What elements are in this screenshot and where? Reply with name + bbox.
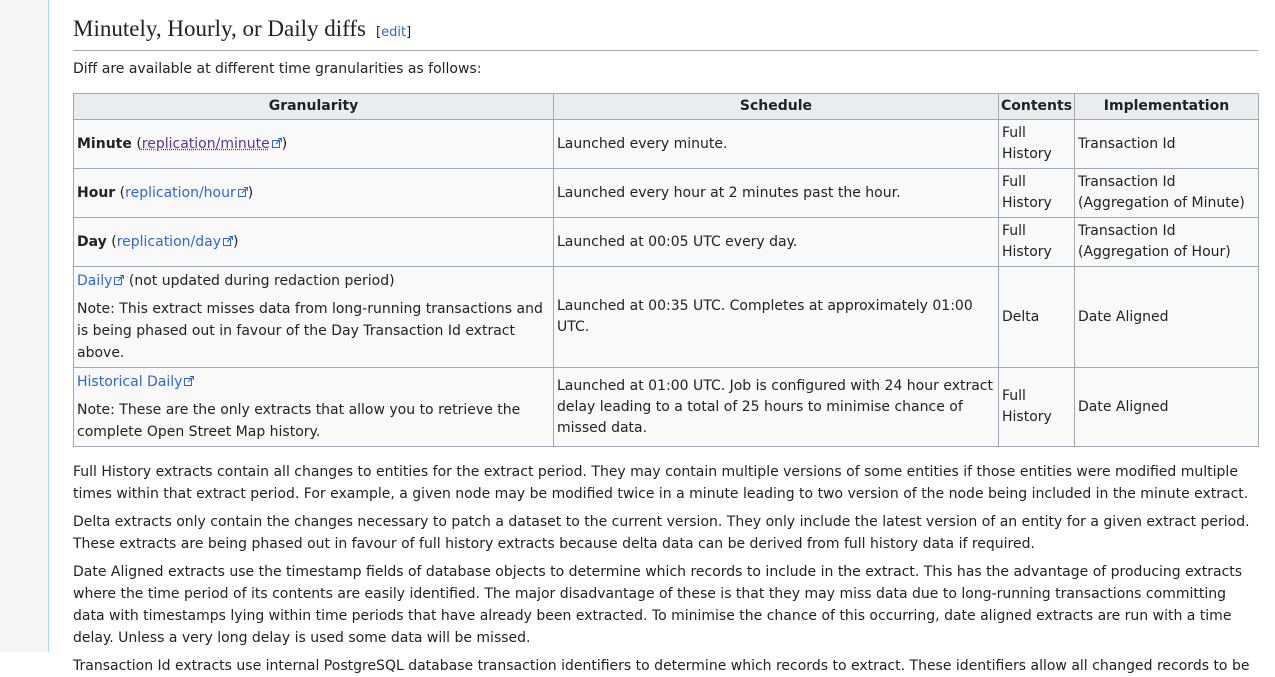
granularity-cell: Day (replication/day)	[73, 217, 554, 267]
column-header: Granularity	[73, 93, 554, 120]
contents-cell: Full History	[998, 367, 1075, 447]
granularity-cell: Daily (not updated during redaction peri…	[73, 266, 554, 368]
external-icon	[271, 138, 282, 148]
table-row: Hour (replication/hour) Launched every ho…	[73, 168, 1259, 218]
sidebar	[0, 0, 49, 652]
replication-link[interactable]: replication/minute	[141, 136, 270, 152]
contents-cell: Full History	[998, 217, 1075, 267]
granularity-line: Historical Daily	[77, 371, 550, 393]
implementation-cell: Transaction Id (Aggregation of Minute)	[1074, 168, 1259, 218]
implementation-cell: Transaction Id (Aggregation of Hour)	[1074, 217, 1259, 267]
granularity-line: Daily (not updated during redaction peri…	[77, 270, 550, 292]
granularity-cell: Minute (replication/minute)	[73, 119, 554, 169]
paren: )	[232, 234, 239, 250]
column-header: Contents	[998, 93, 1075, 120]
paren: )	[247, 185, 254, 201]
paragraphs: Full History extracts contain all change…	[73, 461, 1258, 677]
external-icon	[114, 275, 125, 285]
granularity-name: Minute	[77, 136, 132, 152]
paragraph: Delta extracts only contain the changes …	[73, 514, 1250, 552]
diff-table: Granularity Schedule Contents Implementatio…	[73, 93, 1259, 447]
schedule-cell: Launched every hour at 2 minutes past th…	[553, 168, 999, 218]
replication-link[interactable]: Historical Daily	[77, 374, 183, 390]
schedule-cell: Launched at 00:35 UTC. Completes at appr…	[553, 266, 999, 368]
table-row: Day (replication/day) Launched at 00:05 U…	[73, 217, 1259, 267]
paragraph: Full History extracts contain all change…	[73, 464, 1249, 502]
table-row: Daily (not updated during redaction peri…	[73, 266, 1259, 368]
granularity-line: Hour (replication/hour)	[77, 182, 550, 204]
section-heading: Minutely, Hourly, or Daily diffs [edit]	[73, 14, 1258, 51]
intro: Diff are available at different time gra…	[73, 61, 482, 77]
implementation-cell: Date Aligned	[1074, 266, 1259, 368]
granularity-name: Hour	[77, 185, 116, 201]
contents-cell: Full History	[998, 168, 1075, 218]
paren: (	[119, 185, 126, 201]
paren: )	[281, 136, 288, 152]
paren: (	[136, 136, 142, 152]
implementation-cell: Transaction Id	[1074, 119, 1259, 169]
granularity-note: Note: This extract misses data from long…	[77, 301, 543, 361]
granularity-note: Note: These are the only extracts that a…	[77, 402, 521, 440]
bracket: ]	[406, 25, 412, 40]
external-icon	[222, 236, 233, 246]
paren: (	[111, 234, 117, 250]
paragraph: Transaction Id extracts use internal Pos…	[73, 658, 1250, 674]
granularity-cell: Hour (replication/hour)	[73, 168, 554, 218]
column-header: Implementation	[1074, 93, 1259, 120]
granularity-line: Minute (replication/minute)	[77, 133, 550, 155]
granularity-cell: Historical Daily Note: These are the only…	[73, 367, 554, 447]
edit-link-wrap: [edit]	[376, 25, 411, 40]
column-header: Schedule	[553, 93, 999, 120]
table-row: Minute (replication/minute) Launched ever…	[73, 119, 1259, 169]
table-row: Historical Daily Note: These are the only…	[73, 367, 1259, 447]
granularity-name: Day	[77, 234, 107, 250]
heading-title: Minutely, Hourly, or Daily diffs	[73, 16, 367, 41]
granularity-remark: (not updated during redaction period)	[128, 273, 395, 289]
schedule-cell: Launched at 01:00 UTC. Job is configured…	[553, 367, 999, 447]
implementation-cell: Date Aligned	[1074, 367, 1259, 447]
contents-cell: Full History	[998, 119, 1075, 169]
content: Minutely, Hourly, or Daily diffs [edit] D…	[73, 0, 1259, 677]
granularity-line: Day (replication/day)	[77, 231, 550, 253]
edit-link[interactable]: edit	[381, 25, 407, 40]
replication-link[interactable]: replication/hour	[125, 185, 236, 201]
bracket: [	[376, 25, 382, 40]
external-icon	[184, 376, 195, 386]
schedule-cell: Launched at 00:05 UTC every day.	[553, 217, 999, 267]
header-row: Granularity Schedule Contents Implementatio…	[73, 93, 1259, 120]
schedule-cell: Launched every minute.	[553, 119, 999, 169]
paragraph: Date Aligned extracts use the timestamp …	[73, 564, 1243, 646]
contents-cell: Delta	[998, 266, 1075, 368]
replication-link[interactable]: replication/day	[116, 234, 221, 250]
external-icon	[237, 187, 248, 197]
replication-link[interactable]: Daily	[77, 273, 113, 289]
